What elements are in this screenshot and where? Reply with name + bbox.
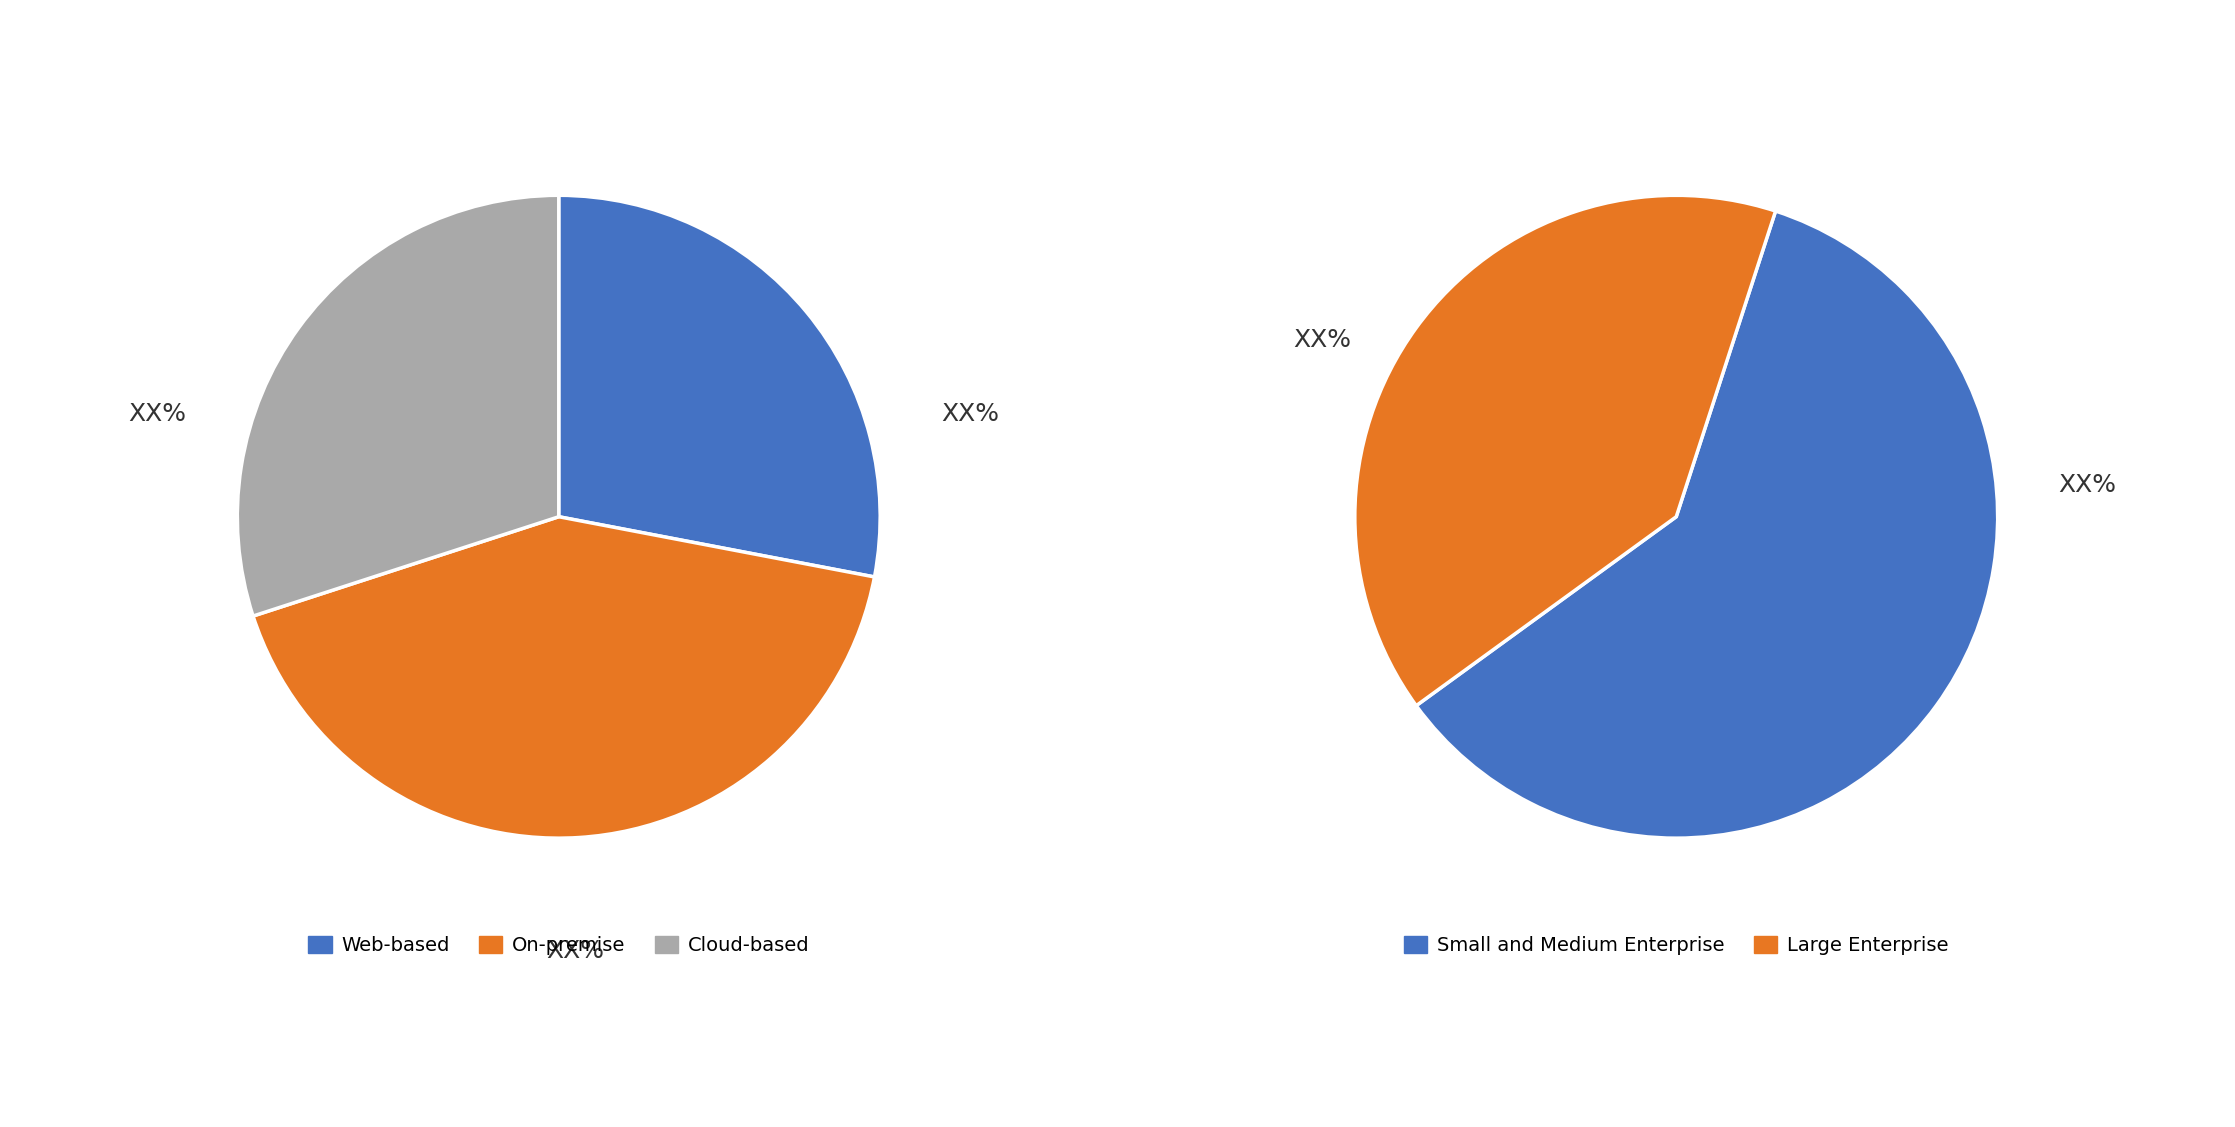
Wedge shape	[559, 195, 881, 577]
Wedge shape	[1354, 195, 1775, 706]
Text: Fig. Global Employee Scheduling Market Share by Product Types & Application: Fig. Global Employee Scheduling Market S…	[34, 36, 1386, 65]
Text: XX%: XX%	[1294, 328, 1352, 352]
Wedge shape	[1417, 211, 1998, 838]
Text: XX%: XX%	[2058, 472, 2117, 497]
Text: Email: sales@theindustrystats.com: Email: sales@theindustrystats.com	[896, 1075, 1339, 1094]
Text: XX%: XX%	[545, 939, 603, 962]
Wedge shape	[237, 195, 559, 616]
Legend: Small and Medium Enterprise, Large Enterprise: Small and Medium Enterprise, Large Enter…	[1397, 929, 1956, 964]
Text: Website: www.theindustrystats.com: Website: www.theindustrystats.com	[1734, 1075, 2190, 1094]
Text: XX%: XX%	[941, 402, 999, 426]
Text: Source: Theindustrystats Analysis: Source: Theindustrystats Analysis	[45, 1075, 474, 1094]
Legend: Web-based, On-premise, Cloud-based: Web-based, On-premise, Cloud-based	[299, 929, 818, 964]
Text: XX%: XX%	[127, 402, 186, 426]
Wedge shape	[253, 516, 874, 838]
